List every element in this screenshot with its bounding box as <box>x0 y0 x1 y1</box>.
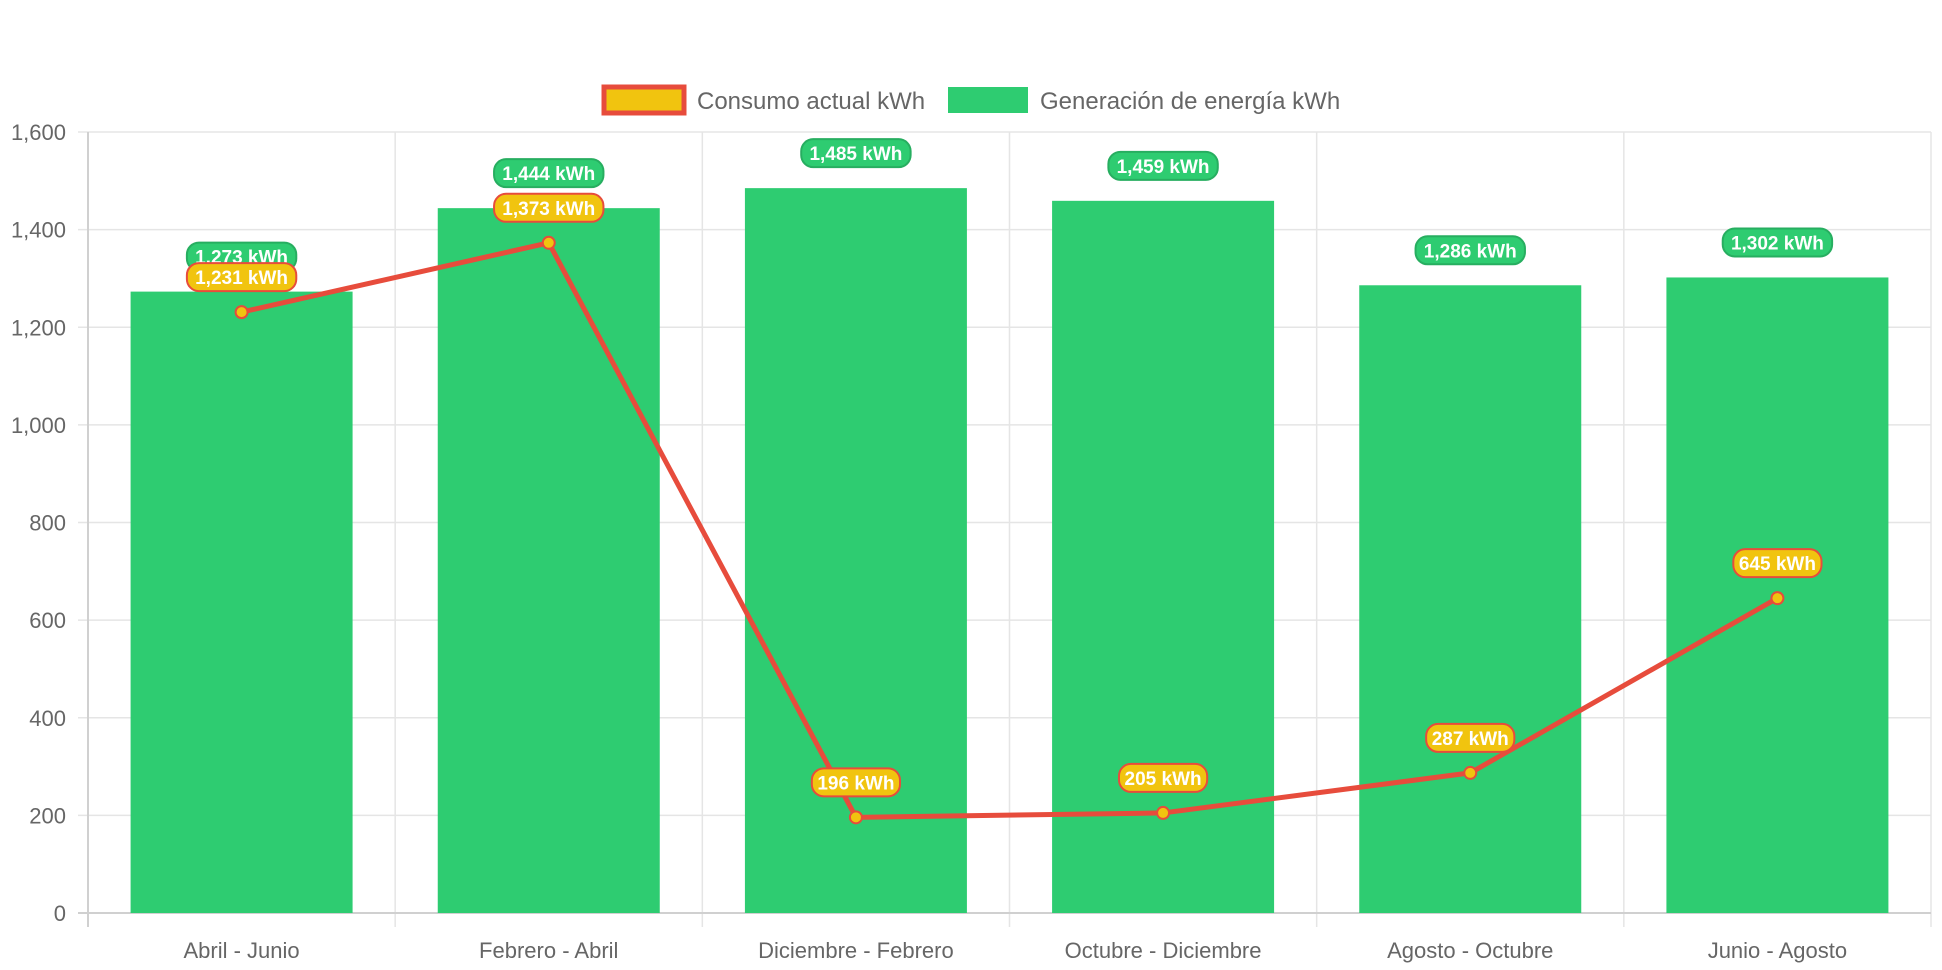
bar-data-label: 1,459 kWh <box>1117 157 1210 178</box>
bar-data-label-bg <box>1721 227 1834 258</box>
x-tick-label: Octubre - Diciembre <box>1065 938 1262 963</box>
line-data-label: 645 kWh <box>1739 554 1816 575</box>
legend-label-consumption: Consumo actual kWh <box>697 88 925 115</box>
y-tick-label: 400 <box>29 706 66 731</box>
bar-data-label-bg <box>1107 150 1219 181</box>
legend: Consumo actual kWh Generación de energía … <box>601 84 1340 116</box>
line-point <box>1463 765 1478 780</box>
line-point <box>234 305 249 320</box>
y-tick-label: 800 <box>29 511 66 536</box>
bar <box>1359 285 1582 913</box>
x-tick-label: Junio - Agosto <box>1708 938 1847 963</box>
bar-data-label: 1,444 kWh <box>502 164 595 185</box>
line-point <box>1156 805 1171 820</box>
line-data-label-bg <box>185 262 298 293</box>
bar <box>1052 200 1275 913</box>
y-tick-label: 200 <box>29 803 66 828</box>
line-point <box>1770 591 1785 606</box>
bars-layer <box>130 188 1889 913</box>
legend-swatch-consumption <box>601 84 687 116</box>
line-data-label-bg <box>810 767 902 798</box>
legend-swatch-generation <box>948 87 1028 113</box>
x-tick-label: Agosto - Octubre <box>1387 938 1553 963</box>
line-point <box>848 810 863 825</box>
bar-data-label: 1,302 kWh <box>1731 233 1824 254</box>
bar-data-label: 1,485 kWh <box>809 144 902 165</box>
line-point <box>541 235 556 250</box>
bar <box>130 291 353 913</box>
grid-layer: 0 200 400 600 800 1,000 1,200 1,400 1,600 Abril -… <box>11 120 1932 963</box>
bar-data-label-bg <box>1414 235 1526 266</box>
bar-data-label-bg <box>493 158 605 189</box>
y-tick-label: 1,600 <box>11 120 66 145</box>
legend-label-generation: Generación de energía kWh <box>1040 88 1340 115</box>
line-data-label-bg <box>1117 762 1209 793</box>
y-tick-label: 0 <box>54 901 66 926</box>
y-tick-label: 1,000 <box>11 413 66 438</box>
line-data-label: 1,231 kWh <box>195 268 288 289</box>
bar-data-label-bg <box>800 138 912 169</box>
x-tick-label: Abril - Junio <box>184 938 300 963</box>
line-data-label-bg <box>1732 548 1823 579</box>
bar <box>437 208 660 913</box>
x-tick-label: Diciembre - Febrero <box>758 938 954 963</box>
line-data-label: 1,373 kWh <box>502 199 595 220</box>
line-data-label: 205 kWh <box>1125 769 1202 790</box>
line-data-label: 196 kWh <box>817 773 894 794</box>
consumption-line <box>241 240 1779 820</box>
line-layer <box>234 235 1785 825</box>
y-tick-label: 600 <box>29 608 66 633</box>
bar <box>744 188 967 913</box>
x-tick-label: Febrero - Abril <box>479 938 618 963</box>
line-data-label: 287 kWh <box>1432 729 1509 750</box>
line-data-label-bg <box>493 192 605 223</box>
y-tick-label: 1,200 <box>11 315 66 340</box>
bar-data-label: 1,286 kWh <box>1424 241 1517 262</box>
line-data-label-bg <box>1425 722 1516 753</box>
y-tick-label: 1,400 <box>11 218 66 243</box>
